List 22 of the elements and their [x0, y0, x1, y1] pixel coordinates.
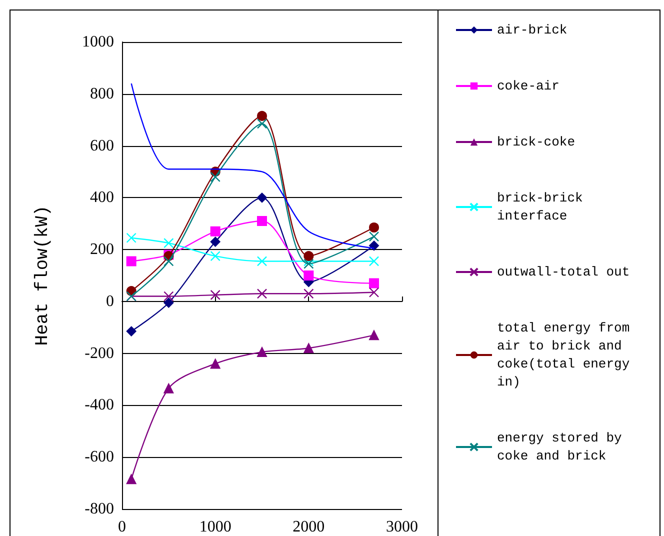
y-tick-label: -200 — [84, 344, 114, 362]
x-tick-label: 0 — [118, 518, 126, 536]
y-tick-label: 600 — [90, 137, 114, 154]
legend-label: brick-brick interface — [497, 190, 591, 224]
y-tick-label: 0 — [106, 292, 114, 310]
y-tick-label: -400 — [84, 396, 114, 414]
x-tick-label: 3000 — [386, 518, 418, 536]
legend-label: energy stored by coke and brick — [497, 430, 630, 464]
x-tick-label: 2000 — [292, 518, 325, 536]
y-tick-label: 800 — [90, 85, 114, 102]
legend-label: air-brick — [497, 22, 568, 38]
y-tick-label: 1000 — [82, 34, 114, 50]
x-tick-label: 1000 — [199, 518, 232, 536]
y-tick-label: 200 — [90, 241, 114, 258]
y-tick-label: -600 — [84, 448, 114, 466]
y-axis-title: Heat flow(kW) — [33, 205, 53, 346]
y-tick-label: 400 — [90, 189, 114, 206]
legend-label: total energy from air to brick and coke(total energy in) — [497, 320, 638, 390]
legend-label: coke-air — [497, 78, 560, 94]
legend-label: outwall-total out — [497, 264, 630, 280]
y-tick-label: -800 — [84, 500, 114, 518]
legend-label: brick-coke — [497, 134, 576, 150]
